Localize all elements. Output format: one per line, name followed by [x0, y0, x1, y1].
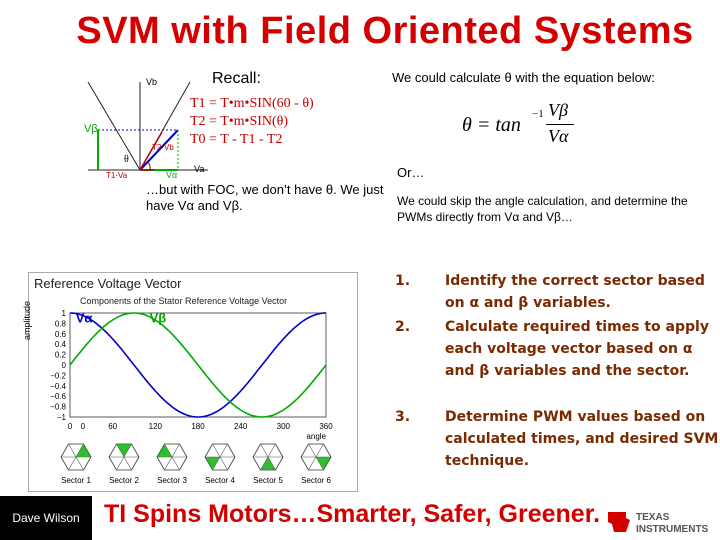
y-tick-label: −0.8: [50, 403, 66, 412]
sector-label: Sector 4: [205, 476, 235, 485]
footer-bar: [0, 496, 720, 540]
y-tick-label: 0.8: [55, 319, 67, 328]
sector-highlight: [260, 457, 276, 470]
reference-vector: [139, 129, 179, 171]
x-tick-label: 0: [68, 422, 73, 431]
step-3-number: 3.: [395, 409, 411, 425]
y-tick-label: 1: [62, 309, 67, 318]
series-label-v-alpha: Vα: [76, 310, 93, 325]
step-3-text: Determine PWM values based on calculated…: [445, 409, 719, 469]
sector-highlight: [316, 457, 331, 470]
equation-lhs: θ = tan: [462, 114, 521, 136]
t2-vector: [139, 131, 163, 171]
theta-arc: [147, 161, 151, 171]
equation-denominator: Vα: [548, 126, 569, 146]
step-3: 3. Determine PWM values based on calcula…: [395, 406, 718, 472]
va-label: Va: [194, 164, 204, 174]
step-2-text: Calculate required times to apply each v…: [445, 319, 709, 379]
recall-label: Recall:: [212, 70, 261, 87]
t1-label: T1·Va: [106, 171, 128, 180]
or-text: Or…: [397, 165, 425, 180]
t2-label: T2·Vb: [152, 143, 174, 152]
equation-exponent: −1: [532, 108, 544, 120]
sector-label: Sector 2: [109, 476, 139, 485]
sector-label: Sector 6: [301, 476, 331, 485]
ti-logo: TEXAS INSTRUMENTS: [608, 512, 709, 535]
ti-logo-icon: [608, 512, 630, 532]
foc-note: …but with FOC, we don’t have θ. We just …: [146, 182, 384, 213]
x-tick-label: 360: [319, 422, 333, 431]
y-tick-label: −1: [57, 413, 67, 422]
diag-ray-left: [87, 81, 141, 171]
x-tick-label: 120: [149, 422, 163, 431]
sector-highlight: [157, 444, 172, 457]
vector-diagram: Vb Va Vβ Vα θ T1·Va T2·Vb: [84, 77, 208, 180]
series-line-v-alpha: [69, 312, 327, 418]
x-tick-label: 0: [81, 422, 86, 431]
equation-t2: T2 = T•m•SIN(θ): [190, 114, 289, 129]
equation-numerator: Vβ: [548, 100, 568, 120]
x-tick-label: 300: [277, 422, 291, 431]
theta-equation: θ = tan −1 Vβ Vα: [462, 100, 582, 150]
x-tick-label: 180: [191, 422, 205, 431]
step-1-number: 1.: [395, 273, 411, 289]
series-label-v-beta: Vβ: [150, 310, 167, 325]
logo-line2: INSTRUMENTS: [636, 524, 709, 535]
fraction-bar: [546, 124, 574, 125]
sector-highlight: [116, 444, 132, 457]
vb-label: Vb: [146, 77, 157, 87]
sector-highlight: [76, 444, 91, 457]
x-axis-label: angle: [306, 432, 326, 441]
slide-title: SVM with Field Oriented Systems: [76, 10, 694, 52]
y-tick-label: −0.6: [50, 392, 66, 401]
logo-line1: TEXAS: [636, 512, 670, 523]
x-tick-label: 240: [234, 422, 248, 431]
sector-label: Sector 3: [157, 476, 187, 485]
y-tick-label: 0.4: [55, 340, 67, 349]
y-tick-label: −0.4: [50, 382, 66, 391]
sector-label: Sector 1: [61, 476, 91, 485]
v-beta-label: Vβ: [84, 123, 98, 135]
step-2-number: 2.: [395, 319, 411, 335]
x-tick-label: 60: [108, 422, 117, 431]
calc-text: We could calculate θ with the equation b…: [392, 70, 655, 85]
skip-text: We could skip the angle calculation, and…: [397, 194, 688, 224]
footer-tagline: TI Spins Motors…Smarter, Safer, Greener.: [104, 500, 601, 528]
presenter-name: Dave Wilson: [0, 496, 92, 540]
step-2: 2. Calculate required times to apply eac…: [395, 316, 715, 404]
y-tick-label: 0.6: [55, 330, 67, 339]
sector-label: Sector 5: [253, 476, 283, 485]
y-tick-label: 0: [62, 361, 67, 370]
equation-t0: T0 = T - T1 - T2: [190, 132, 283, 147]
step-1: 1. Identify the correct sector based on …: [395, 270, 715, 314]
v-alpha-label: Vα: [166, 170, 177, 180]
chart-title: Reference Voltage Vector: [34, 276, 182, 291]
theta-label: θ: [124, 154, 129, 165]
series-line-v-beta: [69, 312, 327, 418]
sine-plot: 10.80.60.40.20−0.2−0.4−0.6−0.8−10 0 60 120 1…: [50, 309, 333, 485]
chart-subtitle: Components of the Stator Reference Volta…: [80, 296, 288, 306]
step-1-text: Identify the correct sector based on α a…: [445, 273, 705, 311]
equation-t1: T1 = T•m•SIN(60 - θ): [190, 96, 314, 111]
y-tick-label: 0.2: [55, 351, 67, 360]
y-tick-label: −0.2: [50, 371, 66, 380]
sector-highlight: [205, 457, 220, 470]
